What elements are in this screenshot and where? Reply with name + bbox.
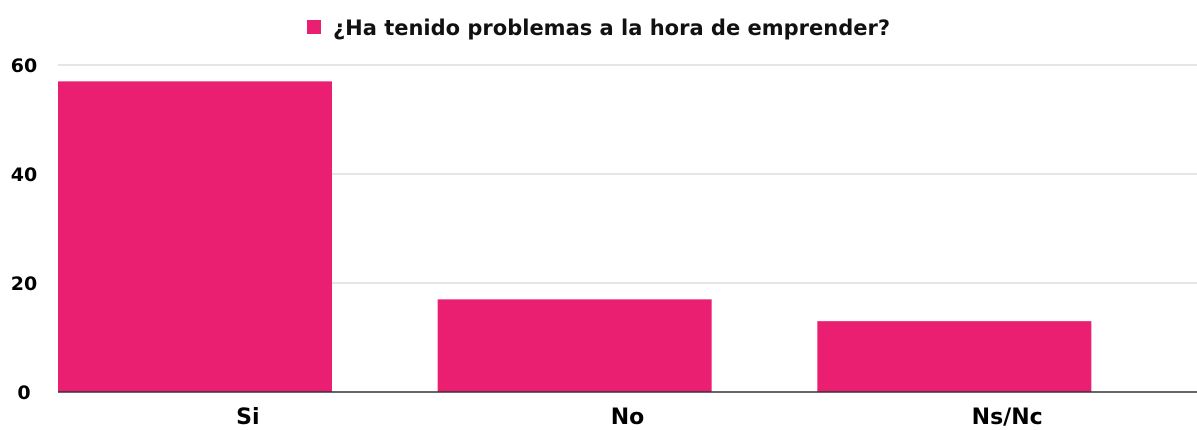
legend: ¿Ha tenido problemas a la hora de empren… bbox=[0, 16, 1197, 40]
bar bbox=[58, 81, 332, 392]
legend-label: ¿Ha tenido problemas a la hora de empren… bbox=[332, 16, 891, 40]
bar bbox=[817, 321, 1092, 392]
x-tick-label: No bbox=[611, 405, 645, 430]
y-tick-label: 40 bbox=[11, 164, 37, 186]
bar bbox=[437, 299, 712, 392]
x-tick-label: Ns/Nc bbox=[972, 405, 1043, 430]
x-tick-label: Si bbox=[236, 405, 259, 430]
y-tick-label: 20 bbox=[11, 273, 37, 295]
y-tick-label: 60 bbox=[11, 55, 37, 77]
y-tick-label: 0 bbox=[17, 382, 30, 404]
legend-swatch bbox=[306, 20, 321, 34]
